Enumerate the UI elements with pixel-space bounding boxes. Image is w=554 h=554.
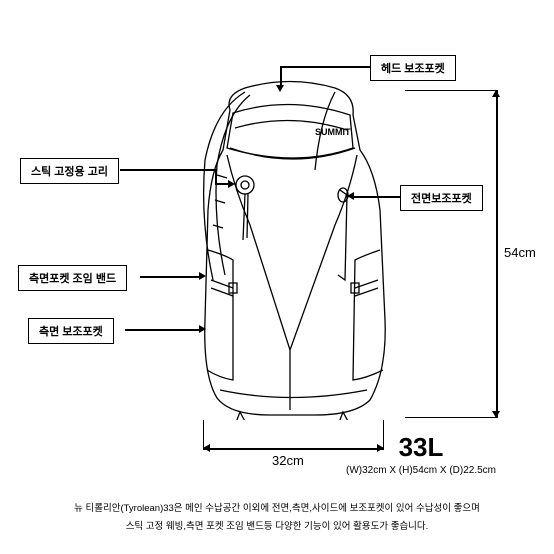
callout-arrow bbox=[347, 192, 354, 200]
callout-line bbox=[215, 169, 217, 183]
label-side-pocket-text: 측면 보조포켓 bbox=[39, 326, 103, 338]
label-side-band: 측면포켓 조임 밴드 bbox=[18, 265, 127, 291]
callout-arrow bbox=[228, 180, 235, 188]
backpack-illustration: SUMMIT bbox=[175, 80, 405, 420]
description-line1: 뉴 티롤리안(Tyrolean)33은 메인 수납공간 이외에 전면,측면,사이… bbox=[0, 500, 554, 518]
label-side-pocket: 측면 보조포켓 bbox=[28, 318, 114, 344]
dim-height-line bbox=[496, 90, 498, 418]
callout-line bbox=[215, 183, 229, 185]
callout-arrow bbox=[276, 85, 284, 92]
capacity-volume: 33L bbox=[346, 432, 496, 463]
label-head-pocket: 헤드 보조포켓 bbox=[370, 55, 456, 81]
dim-height-text: 54cm bbox=[504, 245, 536, 260]
description: 뉴 티롤리안(Tyrolean)33은 메인 수납공간 이외에 전면,측면,사이… bbox=[0, 500, 554, 536]
dim-arrow bbox=[492, 90, 500, 97]
label-side-band-text: 측면포켓 조임 밴드 bbox=[29, 273, 116, 285]
callout-line bbox=[280, 66, 370, 68]
callout-line bbox=[353, 196, 400, 198]
label-front-pocket: 전면보조포켓 bbox=[400, 185, 483, 211]
callout-line bbox=[125, 329, 200, 331]
dim-arrow bbox=[492, 411, 500, 418]
dim-ext-line bbox=[405, 417, 497, 418]
description-line2: 스틱 고정 웨빙,측면 포켓 조임 밴드등 다양한 기능이 있어 활용도가 좋습… bbox=[0, 518, 554, 536]
capacity-dimensions: (W)32cm X (H)54cm X (D)22.5cm bbox=[346, 465, 496, 476]
callout-line bbox=[140, 276, 200, 278]
callout-line bbox=[280, 66, 282, 86]
callout-arrow bbox=[199, 325, 206, 333]
label-stick-loop: 스틱 고정용 고리 bbox=[20, 158, 119, 184]
label-stick-loop-text: 스틱 고정용 고리 bbox=[31, 166, 108, 178]
label-head-pocket-text: 헤드 보조포켓 bbox=[381, 63, 445, 75]
dim-ext-line bbox=[405, 90, 497, 91]
dim-width-text: 32cm bbox=[272, 453, 304, 468]
callout-line bbox=[120, 169, 215, 171]
label-front-pocket-text: 전면보조포켓 bbox=[411, 193, 472, 205]
capacity-block: 33L (W)32cm X (H)54cm X (D)22.5cm bbox=[346, 432, 496, 476]
callout-arrow bbox=[199, 272, 206, 280]
dim-arrow bbox=[203, 444, 210, 452]
